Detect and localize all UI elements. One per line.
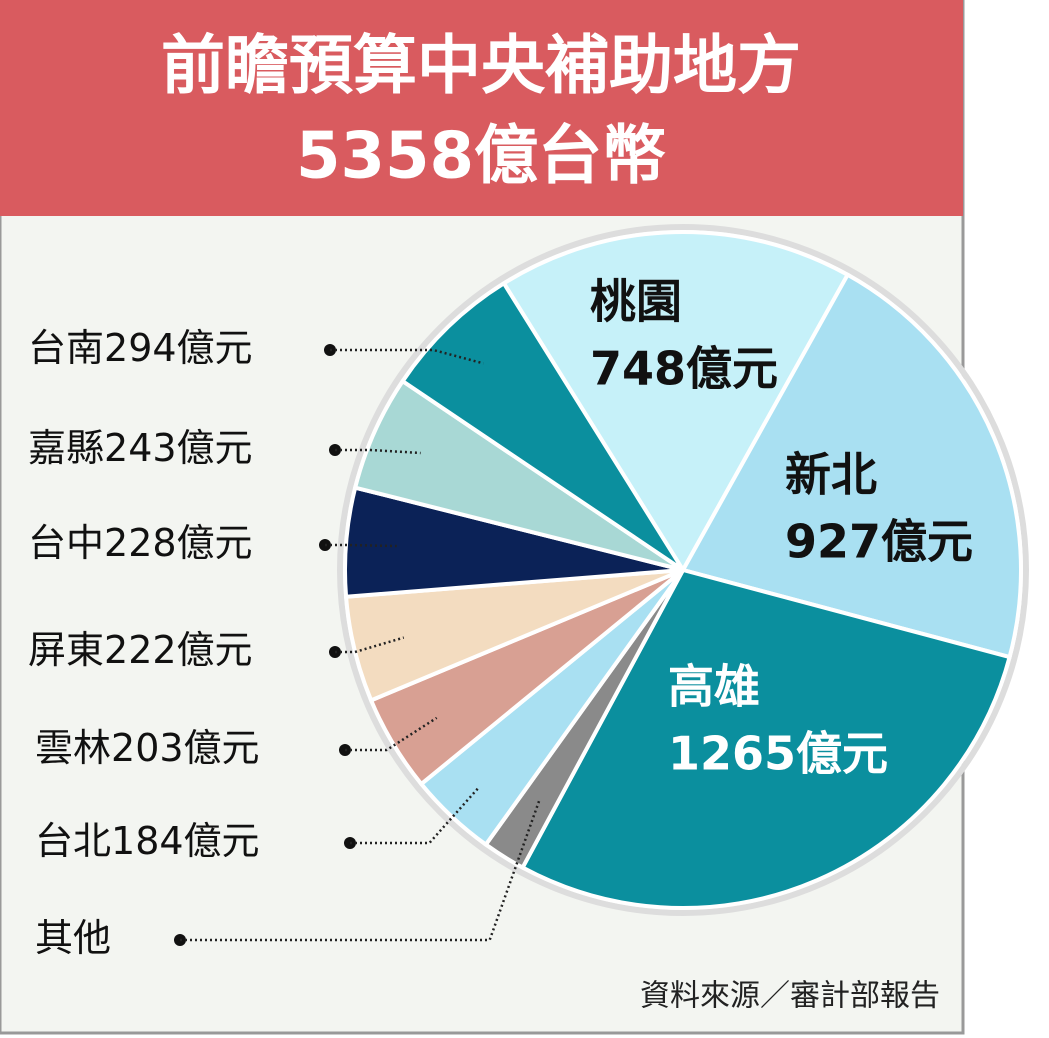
category-name: 雲林	[35, 726, 111, 770]
header	[0, 0, 963, 216]
value-label: 184億元	[111, 819, 260, 863]
value-label: 203億元	[111, 726, 260, 770]
leader-line	[335, 636, 405, 654]
slice-label: 雲林203億元	[35, 726, 260, 770]
pie-slice	[399, 280, 685, 572]
labels: 桃園748億元新北927億元高雄1265億元其他台北184億元雲林203億元屏東…	[28, 275, 973, 960]
leader-line	[335, 448, 421, 455]
pie-rim	[337, 224, 1029, 916]
category-name: 屏東	[28, 628, 104, 672]
value-label: 228億元	[104, 521, 253, 565]
value-label: 1265億元	[668, 727, 888, 781]
pie-slice	[501, 230, 851, 574]
slice-label: 高雄	[668, 660, 760, 714]
category-name: 嘉縣	[28, 426, 104, 470]
source-note: 資料來源／審計部報告	[640, 979, 940, 1014]
slice-label: 嘉縣243億元	[28, 426, 253, 470]
value-label: 927億元	[785, 515, 973, 569]
slice-label: 台南294億元	[28, 326, 253, 370]
value-label: 243億元	[104, 426, 253, 470]
value-label: 222億元	[104, 628, 253, 672]
chart-subtitle: 5358億台幣	[296, 120, 666, 194]
leader-line	[345, 716, 438, 752]
leader-line	[350, 785, 481, 845]
slices	[343, 230, 1023, 910]
slice-label: 屏東222億元	[28, 628, 253, 672]
chart-title: 前瞻預算中央補助地方	[161, 30, 801, 104]
slice-label: 新北	[785, 448, 877, 502]
pie-slice	[680, 272, 1023, 660]
category-name: 台南	[28, 326, 104, 370]
leader-line	[325, 543, 397, 548]
pie-slice	[519, 567, 1013, 910]
slice-label: 其他	[35, 916, 111, 960]
category-name: 台中	[28, 521, 104, 565]
value-label: 748億元	[590, 342, 778, 396]
slice-label: 桃園	[590, 275, 682, 329]
category-name: 台北	[35, 819, 111, 863]
category-name: 其他	[35, 916, 111, 960]
value-label: 294億元	[104, 326, 253, 370]
slice-label: 台中228億元	[28, 521, 253, 565]
slice-label: 台北184億元	[35, 819, 260, 863]
